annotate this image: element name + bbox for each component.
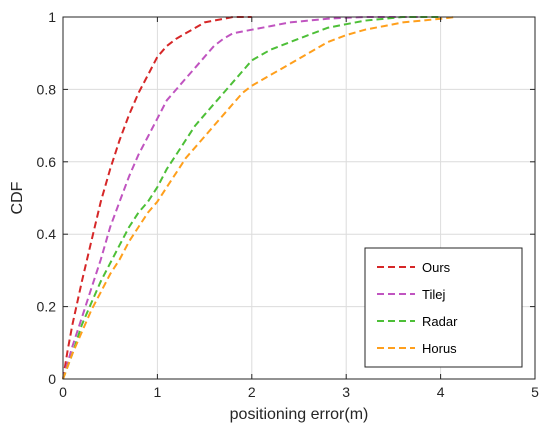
- y-tick-label: 0: [48, 371, 56, 387]
- series-layer: [62, 16, 455, 380]
- series-line-radar: [62, 16, 441, 380]
- x-tick-label: 1: [154, 384, 162, 400]
- axis-ticks: [62, 16, 536, 380]
- series-line-horus: [62, 16, 455, 380]
- x-tick-label: 0: [59, 384, 67, 400]
- y-axis-label: CDF: [9, 181, 26, 214]
- x-tick-label: 5: [531, 384, 539, 400]
- y-tick-label: 0.8: [37, 81, 57, 97]
- legend: Ours Tilej Radar Horus: [364, 247, 523, 368]
- y-tick-label: 1: [48, 9, 56, 25]
- plot-frame: [62, 16, 536, 380]
- series-line-ours: [62, 16, 252, 380]
- x-tick-label: 3: [342, 384, 350, 400]
- y-tick-label: 0.2: [37, 299, 57, 315]
- y-tick-label: 0.4: [37, 226, 57, 242]
- legend-label-horus: Horus: [422, 341, 457, 356]
- series-line-tilej: [62, 16, 422, 380]
- x-tick-label: 2: [248, 384, 256, 400]
- x-tick-label: 4: [437, 384, 445, 400]
- legend-label-tilej: Tilej: [422, 287, 445, 302]
- legend-label-radar: Radar: [422, 314, 458, 329]
- axis-tick-labels: 0 1 2 3 4 5 0 0.2 0.4 0.6 0.8 1: [37, 9, 540, 400]
- y-tick-label: 0.6: [37, 154, 57, 170]
- legend-label-ours: Ours: [422, 260, 451, 275]
- x-axis-label: positioning error(m): [230, 406, 369, 423]
